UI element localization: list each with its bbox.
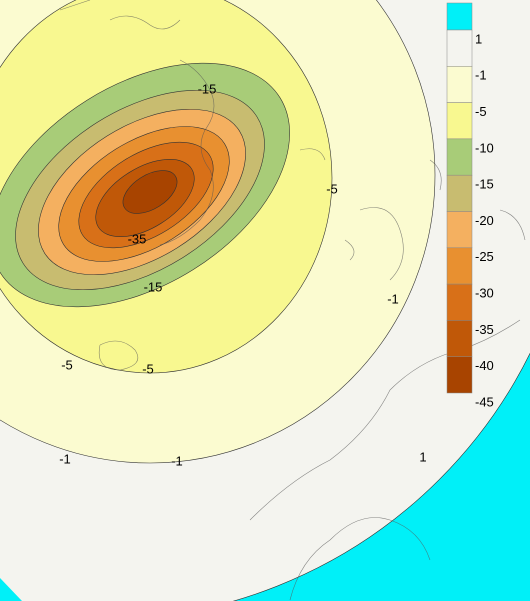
colorbar-label: -40	[475, 358, 494, 373]
colorbar-label: -10	[475, 140, 494, 155]
contour-label: -5	[142, 361, 154, 376]
contour-label: -1	[171, 453, 183, 468]
colorbar-label: -35	[475, 322, 494, 337]
coastline	[299, 148, 404, 281]
contour-label: -1	[387, 291, 399, 306]
contour-label: -15	[198, 81, 217, 96]
coastline	[59, 0, 215, 246]
colorbar-swatch	[446, 66, 473, 103]
colorbar-swatch	[446, 138, 473, 176]
colorbar-swatch	[446, 211, 473, 249]
colorbar-label: -20	[475, 213, 494, 228]
colorbar: 1 -1 -5 -10 -15 -20 -25 -30 -35 -40 -45	[446, 2, 494, 409]
colorbar-label: -15	[475, 177, 494, 192]
contour-label: -1	[59, 451, 71, 466]
colorbar-swatch	[446, 102, 473, 140]
colorbar-swatch	[446, 320, 473, 357]
coastlines	[59, 0, 526, 601]
coastline	[429, 159, 526, 241]
coastline	[98, 340, 139, 371]
contour-label: -5	[326, 181, 338, 196]
colorbar-swatch	[446, 283, 473, 321]
contour-label: -5	[61, 357, 73, 372]
colorbar-swatch	[446, 29, 473, 67]
colorbar-label: 1	[475, 31, 482, 46]
contour-label: 1	[419, 449, 426, 464]
colorbar-label: -30	[475, 286, 494, 301]
contour-label: -15	[144, 279, 163, 294]
colorbar-label: -1	[475, 68, 487, 83]
colorbar-label: -5	[475, 104, 487, 119]
colorbar-swatch	[446, 2, 473, 31]
contour-labels: -15 -5 -35 -15 -1 -5 -5 -1 -1 1	[59, 81, 426, 468]
coastline	[249, 319, 521, 601]
above-1-region	[0, 578, 22, 601]
contour-band	[122, 170, 178, 214]
colorbar-label: -45	[475, 394, 494, 409]
colorbar-swatch	[446, 356, 473, 394]
colorbar-swatch	[446, 174, 473, 212]
contour-label: -35	[128, 231, 147, 246]
colorbar-swatch	[446, 247, 473, 285]
colorbar-label: -25	[475, 249, 494, 264]
